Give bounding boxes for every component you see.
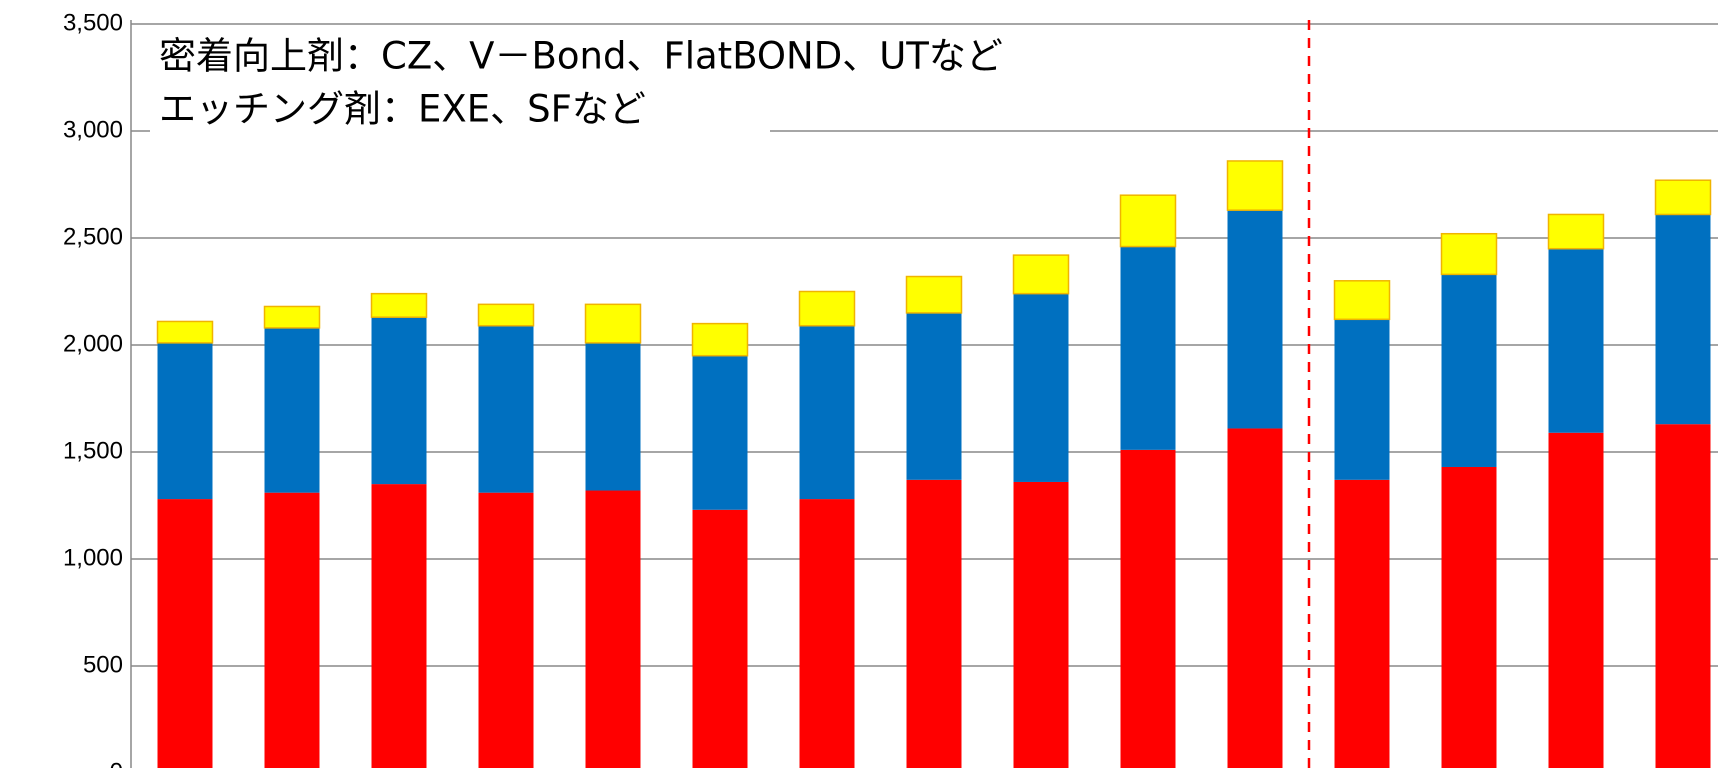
y-tick-label: 3,500: [63, 9, 123, 36]
bar-segment: [371, 317, 427, 485]
y-tick-label: 2,000: [63, 330, 123, 357]
bars: [156, 160, 1712, 768]
y-tick-label: 2,500: [63, 223, 123, 250]
bar-segment: [157, 342, 213, 500]
bar-segment: [1333, 280, 1391, 321]
annotation-background: [150, 28, 770, 134]
bar-segment: [1227, 428, 1283, 768]
annotation: 密着向上剤：CZ、V－Bond、FlatBOND、UTなど: [159, 35, 1003, 78]
bar-segment: [478, 325, 534, 493]
y-tick-label: 1,500: [63, 437, 123, 464]
bar-segment: [691, 322, 749, 357]
bar-segment: [477, 303, 535, 327]
bar-segment: [1013, 481, 1069, 768]
bar-segment: [906, 479, 962, 768]
bar-segment: [1655, 424, 1711, 768]
bar-segment: [799, 325, 855, 500]
bar-segment: [1119, 194, 1177, 248]
bar-segment: [692, 509, 748, 768]
bar-segment: [157, 499, 213, 768]
bar-segment: [799, 499, 855, 768]
bar-segment: [1440, 232, 1498, 276]
bar-segment: [370, 292, 428, 318]
bar-segment: [264, 327, 320, 493]
bar-segment: [905, 275, 963, 314]
bar-segment: [1013, 293, 1069, 482]
bar-segment: [1548, 248, 1604, 433]
bar-segment: [1441, 274, 1497, 467]
bar-segment: [1654, 179, 1712, 216]
bar-segment: [263, 305, 321, 329]
y-tick-label: 0: [110, 758, 123, 768]
bar-segment: [798, 290, 856, 327]
bar-segment: [584, 303, 642, 344]
bar-segment: [906, 312, 962, 480]
bar-segment: [1547, 213, 1605, 250]
bar-segment: [1655, 214, 1711, 425]
bar-segment: [371, 484, 427, 768]
bar-segment: [1120, 246, 1176, 450]
bar-segment: [478, 492, 534, 768]
y-tick-label: 1,000: [63, 544, 123, 571]
bar-segment: [1120, 449, 1176, 768]
bar-segment: [1548, 432, 1604, 768]
bar-segment: [585, 490, 641, 768]
bar-segment: [585, 342, 641, 491]
bar-segment: [156, 320, 214, 344]
y-tick-label: 3,000: [63, 116, 123, 143]
bar-segment: [1227, 210, 1283, 429]
bar-segment: [264, 492, 320, 768]
bar-segment: [1334, 319, 1390, 480]
bar-segment: [692, 355, 748, 510]
bar-segment: [1226, 160, 1284, 211]
bar-segment: [1012, 254, 1070, 295]
y-tick-label: 500: [83, 651, 123, 678]
bar-segment: [1441, 466, 1497, 768]
ticks: 0 500 1,000 1,500 2,000 2,500 3,000 3,500: [63, 9, 123, 768]
bar-segment: [1334, 479, 1390, 768]
annotation: エッチング剤：EXE、SFなど: [159, 88, 646, 131]
